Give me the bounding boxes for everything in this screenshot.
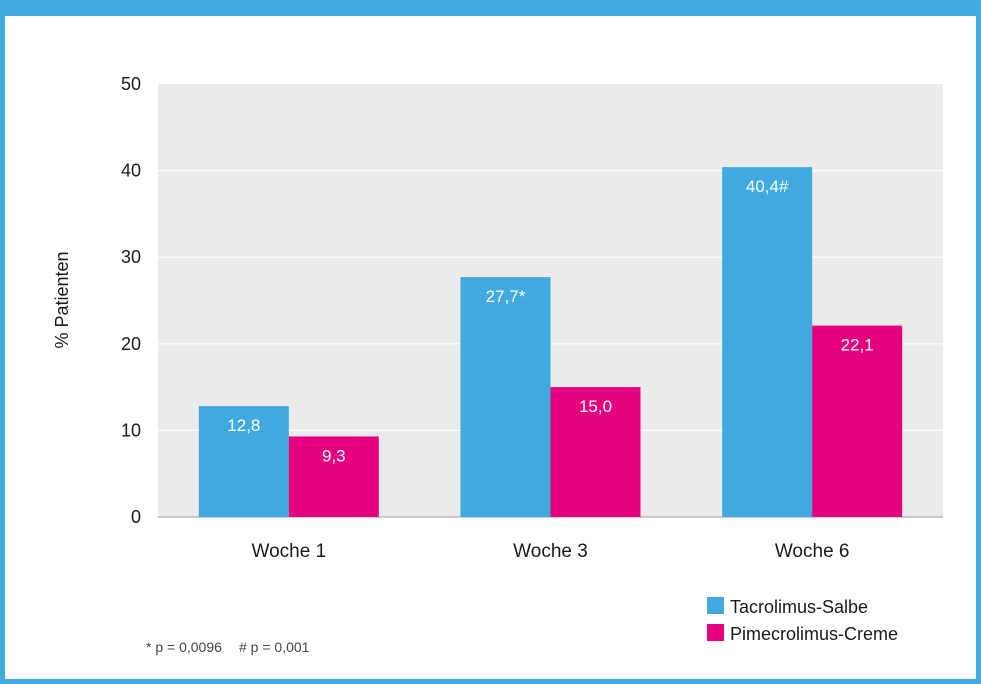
data-label: 15,0 xyxy=(579,397,612,416)
y-axis-ticks: 0 10 20 30 40 50 xyxy=(121,74,141,527)
legend-label-pimecrolimus: Pimecrolimus-Creme xyxy=(730,624,898,644)
bar-pimecrolimus-3 xyxy=(812,325,903,517)
y-tick-label: 20 xyxy=(121,334,141,354)
bar-tacrolimus-2 xyxy=(460,277,551,517)
y-tick-label: 10 xyxy=(121,420,141,440)
footnote-p2: # p = 0,001 xyxy=(239,639,310,655)
footnote-p1: * p = 0,0096 xyxy=(146,639,222,655)
legend-swatch-tacrolimus xyxy=(707,597,724,614)
legend-label-tacrolimus: Tacrolimus-Salbe xyxy=(730,597,868,617)
x-category-label: Woche 1 xyxy=(252,541,327,562)
bar-tacrolimus-3 xyxy=(722,167,813,518)
data-labels: 12,8 9,3 27,7* 15,0 40,4# 22,1 xyxy=(227,177,873,465)
bar-pimecrolimus-1 xyxy=(288,436,379,517)
data-label: 9,3 xyxy=(322,446,346,465)
x-category-label: Woche 6 xyxy=(775,541,850,562)
bar-tacrolimus-1 xyxy=(198,406,289,517)
bar-pimecrolimus-2 xyxy=(550,387,641,517)
legend: Tacrolimus-Salbe Pimecrolimus-Creme xyxy=(707,597,898,644)
y-tick-label: 40 xyxy=(121,161,141,181)
x-axis-categories: Woche 1 Woche 3 Woche 6 xyxy=(252,541,850,562)
y-tick-label: 0 xyxy=(131,507,141,527)
y-axis-label: % Patienten xyxy=(52,251,72,348)
y-tick-label: 30 xyxy=(121,247,141,267)
data-label: 27,7* xyxy=(486,287,526,306)
data-label: 40,4# xyxy=(746,177,789,196)
data-label: 12,8 xyxy=(227,416,260,435)
bars xyxy=(198,167,903,518)
y-tick-label: 50 xyxy=(121,74,141,94)
x-category-label: Woche 3 xyxy=(513,541,588,562)
legend-swatch-pimecrolimus xyxy=(707,624,724,641)
data-label: 22,1 xyxy=(841,336,874,355)
